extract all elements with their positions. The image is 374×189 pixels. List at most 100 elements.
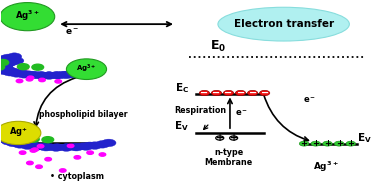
Circle shape bbox=[36, 72, 49, 78]
Circle shape bbox=[68, 143, 82, 150]
Circle shape bbox=[45, 158, 52, 161]
Circle shape bbox=[10, 134, 23, 141]
Text: $\mathbf{E_V}$: $\mathbf{E_V}$ bbox=[174, 119, 189, 133]
Text: −: − bbox=[261, 88, 269, 98]
Circle shape bbox=[19, 151, 26, 154]
Text: $\mathbf{Ag^{+}}$: $\mathbf{Ag^{+}}$ bbox=[9, 125, 28, 139]
Circle shape bbox=[260, 90, 270, 96]
Circle shape bbox=[3, 67, 16, 74]
Circle shape bbox=[49, 144, 63, 151]
Circle shape bbox=[12, 133, 25, 139]
Circle shape bbox=[37, 145, 44, 148]
Text: $\mathbf{E_0}$: $\mathbf{E_0}$ bbox=[210, 39, 226, 54]
Text: −: − bbox=[236, 88, 245, 98]
Circle shape bbox=[30, 149, 37, 152]
Circle shape bbox=[26, 77, 33, 81]
Circle shape bbox=[59, 144, 74, 151]
Circle shape bbox=[49, 72, 63, 78]
Circle shape bbox=[21, 141, 34, 148]
Circle shape bbox=[10, 127, 25, 135]
Circle shape bbox=[52, 144, 65, 151]
Circle shape bbox=[0, 60, 3, 68]
Text: phospholipid bilayer: phospholipid bilayer bbox=[39, 110, 128, 119]
Circle shape bbox=[10, 137, 23, 144]
Circle shape bbox=[0, 136, 13, 143]
Circle shape bbox=[0, 62, 3, 70]
Circle shape bbox=[1, 138, 16, 145]
Text: n-type: n-type bbox=[214, 148, 243, 157]
Circle shape bbox=[0, 130, 15, 138]
Text: $\mathbf{Ag^{3+}}$: $\mathbf{Ag^{3+}}$ bbox=[76, 62, 97, 75]
Ellipse shape bbox=[26, 139, 38, 143]
Circle shape bbox=[1, 61, 14, 68]
Circle shape bbox=[0, 67, 12, 75]
Text: +: + bbox=[312, 139, 319, 148]
Text: $\mathbf{e^-}$: $\mathbf{e^-}$ bbox=[65, 26, 79, 37]
Circle shape bbox=[55, 80, 61, 83]
Text: Respiration: Respiration bbox=[175, 106, 227, 115]
Text: +: + bbox=[230, 133, 238, 143]
Circle shape bbox=[67, 59, 107, 80]
Circle shape bbox=[0, 59, 4, 66]
Circle shape bbox=[16, 140, 29, 147]
Text: −: − bbox=[224, 88, 233, 98]
Circle shape bbox=[59, 169, 66, 172]
Ellipse shape bbox=[9, 69, 21, 73]
Circle shape bbox=[0, 132, 7, 138]
Circle shape bbox=[0, 132, 12, 140]
Circle shape bbox=[9, 70, 24, 77]
Circle shape bbox=[67, 70, 82, 78]
Circle shape bbox=[236, 90, 246, 96]
Circle shape bbox=[12, 139, 25, 146]
Ellipse shape bbox=[16, 68, 28, 72]
Circle shape bbox=[43, 72, 56, 79]
Text: +: + bbox=[347, 139, 354, 148]
Circle shape bbox=[32, 148, 38, 151]
Circle shape bbox=[29, 143, 44, 150]
Circle shape bbox=[311, 141, 321, 146]
Circle shape bbox=[211, 90, 221, 96]
Circle shape bbox=[4, 129, 19, 136]
Circle shape bbox=[27, 76, 34, 79]
Circle shape bbox=[28, 136, 39, 142]
Circle shape bbox=[16, 79, 23, 83]
Circle shape bbox=[25, 71, 39, 79]
Circle shape bbox=[33, 72, 48, 79]
Circle shape bbox=[16, 131, 29, 138]
Circle shape bbox=[323, 141, 332, 146]
Text: −: − bbox=[249, 88, 257, 98]
Circle shape bbox=[39, 143, 53, 151]
Circle shape bbox=[74, 69, 89, 77]
Text: $\mathbf{e^-}$: $\mathbf{e^-}$ bbox=[236, 108, 249, 118]
Text: Membrane: Membrane bbox=[205, 159, 253, 167]
Text: $\mathbf{Ag^{3+}}$: $\mathbf{Ag^{3+}}$ bbox=[313, 160, 339, 174]
Circle shape bbox=[43, 144, 56, 150]
Circle shape bbox=[18, 126, 32, 133]
Circle shape bbox=[21, 130, 34, 137]
Circle shape bbox=[27, 161, 33, 165]
Text: Electron transfer: Electron transfer bbox=[234, 19, 334, 29]
Circle shape bbox=[28, 142, 41, 149]
Circle shape bbox=[42, 137, 53, 143]
Ellipse shape bbox=[218, 7, 349, 41]
Circle shape bbox=[99, 153, 106, 156]
Text: $\mathbf{e^-}$: $\mathbf{e^-}$ bbox=[303, 96, 316, 105]
Circle shape bbox=[0, 60, 9, 65]
Circle shape bbox=[50, 72, 65, 79]
Circle shape bbox=[63, 71, 76, 77]
Circle shape bbox=[39, 78, 45, 82]
Circle shape bbox=[0, 56, 10, 63]
Ellipse shape bbox=[10, 70, 21, 74]
Circle shape bbox=[22, 71, 35, 78]
Circle shape bbox=[68, 70, 82, 77]
Circle shape bbox=[0, 64, 4, 71]
Circle shape bbox=[76, 143, 89, 150]
Circle shape bbox=[20, 142, 35, 149]
Circle shape bbox=[0, 66, 7, 73]
Circle shape bbox=[87, 151, 94, 154]
Circle shape bbox=[18, 64, 29, 70]
Ellipse shape bbox=[17, 67, 28, 71]
Ellipse shape bbox=[24, 143, 36, 146]
Ellipse shape bbox=[12, 70, 24, 74]
Circle shape bbox=[1, 54, 15, 62]
